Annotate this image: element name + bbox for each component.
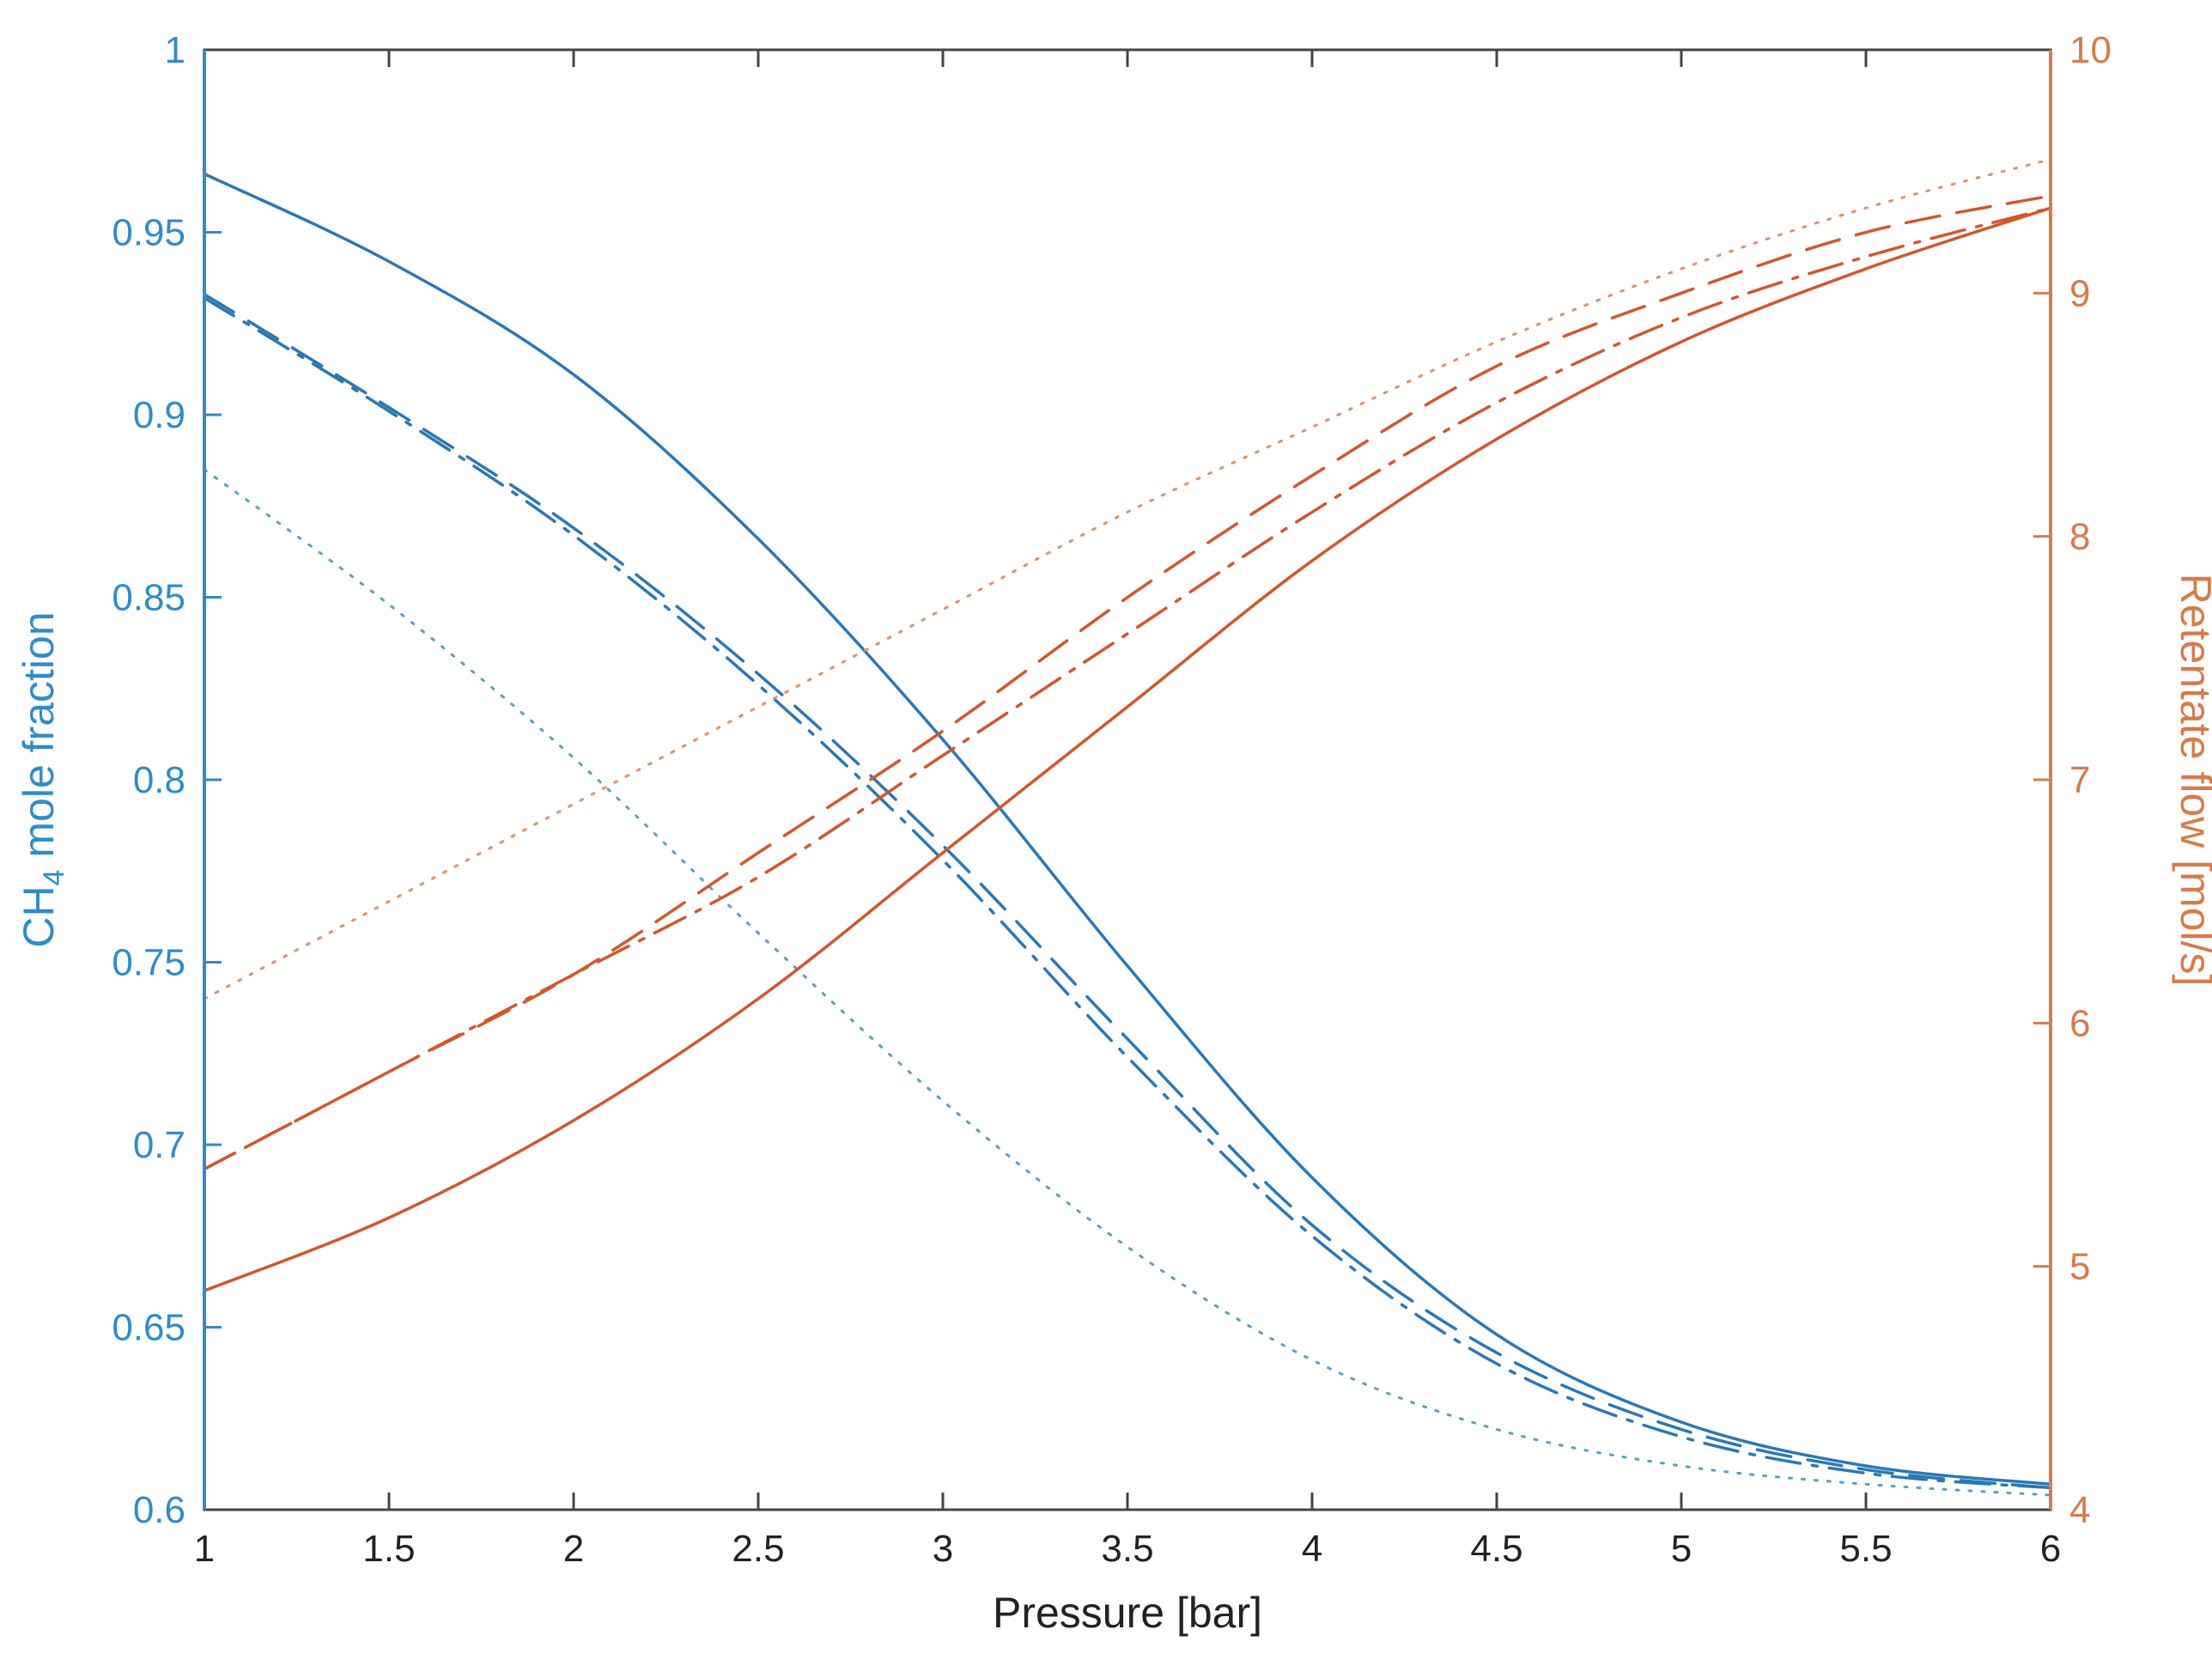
series-line-right-dashdot — [203, 206, 2052, 1171]
x-tick-label: 2.5 — [732, 1528, 784, 1570]
x-tick-label: 3 — [933, 1528, 953, 1570]
y-right-tick-label: 9 — [2069, 272, 2090, 314]
x-axis-title: Pressure [bar] — [993, 1589, 1262, 1637]
y-left-axis-title: CH4 mole fraction — [15, 611, 70, 947]
y-left-tick-label: 0.6 — [133, 1489, 185, 1531]
x-tick-label: 1.5 — [362, 1528, 415, 1570]
y-right-tick-label: 10 — [2069, 29, 2112, 71]
y-left-tick-label: 0.7 — [133, 1124, 185, 1166]
y-right-tick-label: 6 — [2069, 1002, 2090, 1044]
series-line-left-dashed — [203, 292, 2052, 1490]
series-line-left-dotted — [203, 468, 2052, 1497]
y-right-tick-label: 5 — [2069, 1246, 2090, 1288]
series-line-right-dotted — [203, 158, 2052, 1000]
y-left-tick-label: 0.8 — [133, 759, 185, 801]
series-line-right-solid — [203, 206, 2052, 1292]
plot-frame — [203, 48, 2052, 1511]
y-right-tick-label: 8 — [2069, 516, 2090, 558]
x-tick-label: 4.5 — [1470, 1528, 1522, 1570]
y-right-tick-label: 7 — [2069, 759, 2090, 801]
y-left-tick-label: 0.65 — [112, 1307, 185, 1349]
x-tick-label: 5 — [1671, 1528, 1692, 1570]
x-tick-label: 4 — [1302, 1528, 1322, 1570]
y-left-title-prefix: CH — [15, 885, 63, 947]
y-left-title-suffix: mole fraction — [15, 611, 63, 869]
series-line-left-dashdot — [203, 296, 2052, 1490]
y-right-axis-title: Retentate flow [mol/s] — [2172, 574, 2212, 987]
y-left-title-subscript: 4 — [38, 869, 70, 885]
y-left-tick-label: 0.75 — [112, 942, 185, 984]
series-line-right-dashed — [203, 194, 2052, 1171]
series-layer — [203, 158, 2052, 1497]
y-left-tick-label: 0.95 — [112, 212, 185, 254]
x-tick-label: 6 — [2040, 1528, 2061, 1570]
series-line-left-solid — [203, 172, 2052, 1487]
y-left-tick-label: 1 — [165, 29, 185, 71]
y-right-tick-label: 4 — [2069, 1489, 2090, 1531]
ticks-layer — [203, 48, 2052, 1511]
y-left-tick-label: 0.9 — [133, 394, 185, 436]
x-tick-label: 1 — [194, 1528, 215, 1570]
tick-labels-layer: 1 1.5 2 2.5 3 3.5 4 4.5 5 5.5 6 0.6 0.65 0.7 0.75 0.8 0.… — [112, 29, 2112, 1570]
x-tick-label: 5.5 — [1839, 1528, 1892, 1570]
x-tick-label: 3.5 — [1101, 1528, 1153, 1570]
y-left-tick-label: 0.85 — [112, 577, 185, 619]
x-tick-label: 2 — [563, 1528, 584, 1570]
